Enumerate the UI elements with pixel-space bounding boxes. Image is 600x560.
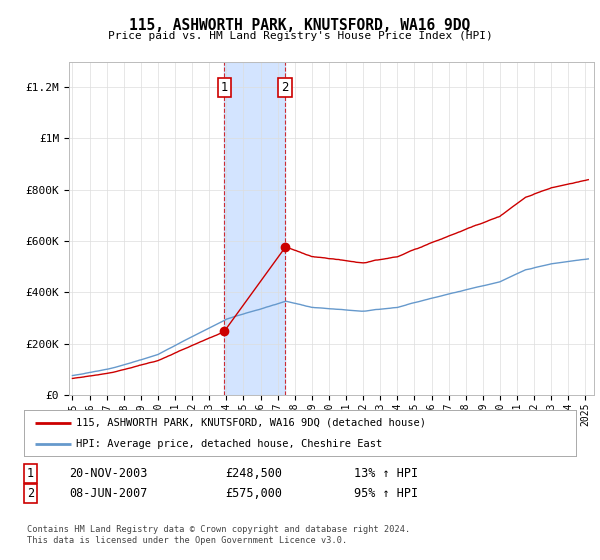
Text: 1: 1 — [221, 81, 228, 94]
Text: £575,000: £575,000 — [225, 487, 282, 501]
Text: 13% ↑ HPI: 13% ↑ HPI — [354, 466, 418, 480]
Text: Price paid vs. HM Land Registry's House Price Index (HPI): Price paid vs. HM Land Registry's House … — [107, 31, 493, 41]
Text: 1: 1 — [27, 466, 34, 480]
Text: 115, ASHWORTH PARK, KNUTSFORD, WA16 9DQ (detached house): 115, ASHWORTH PARK, KNUTSFORD, WA16 9DQ … — [76, 418, 427, 428]
Text: 20-NOV-2003: 20-NOV-2003 — [69, 466, 148, 480]
Text: 115, ASHWORTH PARK, KNUTSFORD, WA16 9DQ: 115, ASHWORTH PARK, KNUTSFORD, WA16 9DQ — [130, 18, 470, 33]
Text: 08-JUN-2007: 08-JUN-2007 — [69, 487, 148, 501]
Text: 2: 2 — [27, 487, 34, 501]
Text: 95% ↑ HPI: 95% ↑ HPI — [354, 487, 418, 501]
Bar — [224, 62, 285, 395]
Text: HPI: Average price, detached house, Cheshire East: HPI: Average price, detached house, Ches… — [76, 439, 383, 449]
Text: £248,500: £248,500 — [225, 466, 282, 480]
Text: 2: 2 — [281, 81, 289, 94]
Text: Contains HM Land Registry data © Crown copyright and database right 2024.
This d: Contains HM Land Registry data © Crown c… — [27, 525, 410, 545]
